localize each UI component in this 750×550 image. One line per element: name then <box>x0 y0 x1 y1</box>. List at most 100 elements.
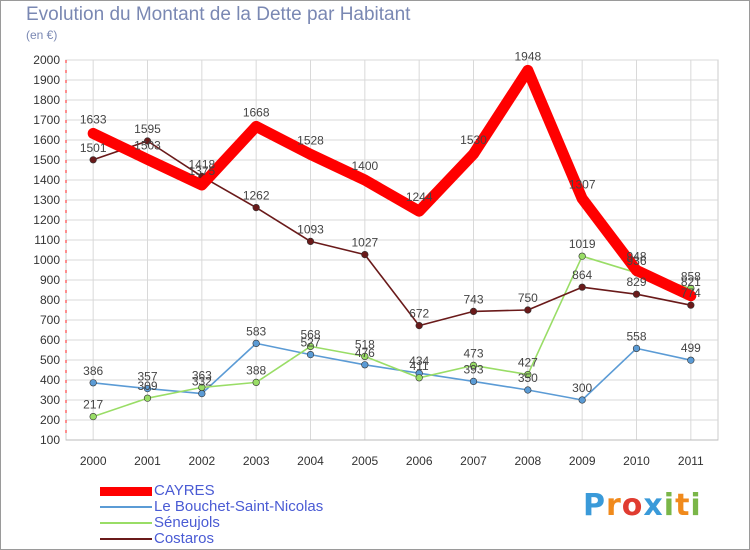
point-costaros-2006 <box>415 322 423 330</box>
proxiti-logo: Proxiti <box>583 488 702 523</box>
y-tick-label-400: 400 <box>40 373 60 387</box>
point-seneujols-2009 <box>578 252 586 260</box>
point-le-bouchet-saint-nicolas-2000 <box>89 379 97 387</box>
legend-swatch-cayres <box>100 486 152 496</box>
data-label-seneujols-2006: 411 <box>410 359 429 373</box>
y-tick-label-1400: 1400 <box>33 173 60 187</box>
point-cayres-2009 <box>577 193 588 204</box>
data-label-cayres-2011: 821 <box>681 275 701 289</box>
data-label-cayres-2000: 1633 <box>80 112 107 126</box>
axes: 100 200 300 400 500 600 700 800 900 1000 1100 1200 1… <box>33 53 718 468</box>
y-tick-label-1700: 1700 <box>33 113 60 127</box>
data-label-seneujols-2002: 363 <box>192 368 212 382</box>
data-label-cayres-2005: 1400 <box>351 159 378 173</box>
data-label-le-bouchet-saint-nicolas-2006: 434 <box>409 354 429 368</box>
point-le-bouchet-saint-nicolas-2002 <box>198 390 206 398</box>
logo-letter-0: P <box>583 488 606 523</box>
data-label-le-bouchet-saint-nicolas-2004: 527 <box>300 336 320 350</box>
data-label-le-bouchet-saint-nicolas-2008: 350 <box>518 371 538 385</box>
point-costaros-2001 <box>143 137 152 145</box>
y-tick-label-1000: 1000 <box>33 253 60 267</box>
point-le-bouchet-saint-nicolas-2004 <box>306 351 315 359</box>
data-label-seneujols-2004: 568 <box>300 327 320 341</box>
point-le-bouchet-saint-nicolas-2011 <box>687 356 695 364</box>
data-label-le-bouchet-saint-nicolas-2002: 332 <box>192 375 212 389</box>
y-tick-label-1100: 1100 <box>34 233 60 247</box>
data-label-cayres-2006: 1244 <box>406 190 433 204</box>
point-le-bouchet-saint-nicolas-2001 <box>143 385 152 393</box>
point-costaros-2007 <box>469 307 478 316</box>
series-line-le-bouchet-saint-nicolas <box>92 342 692 401</box>
data-label-cayres-2002: 1375 <box>188 164 215 178</box>
point-cayres-2007 <box>468 149 479 159</box>
data-label-cayres-2007: 1530 <box>460 133 487 147</box>
data-label-cayres-2001: 1503 <box>134 138 161 152</box>
data-label-seneujols-2010: 936 <box>626 254 646 268</box>
point-cayres-2006 <box>414 206 425 217</box>
legend-item-cayres: CAYRES <box>100 482 400 499</box>
y-tick-label-1900: 1900 <box>33 73 60 87</box>
series-line-seneujols <box>92 255 692 418</box>
y-tick-label-1300: 1300 <box>33 193 60 207</box>
y-tick-label-100: 100 <box>40 433 60 447</box>
data-label-costaros-2001: 1595 <box>134 122 161 136</box>
logo-letter-3: x <box>643 488 664 523</box>
series-lines <box>87 64 697 421</box>
point-seneujols-2001 <box>143 394 152 402</box>
x-tick-label-2000: 2000 <box>80 454 107 468</box>
data-labels: 1633 1503 1375 1668 1528 1400 1244 1530 1948 1307… <box>80 49 701 411</box>
point-costaros-2009 <box>578 283 586 291</box>
y-tick-label-800: 800 <box>40 293 60 307</box>
data-label-le-bouchet-saint-nicolas-2003: 583 <box>246 324 266 338</box>
point-seneujols-2007 <box>469 361 478 370</box>
logo-letter-5: t <box>675 488 691 523</box>
point-seneujols-2003 <box>252 378 260 387</box>
data-label-costaros-2009: 864 <box>572 268 592 282</box>
data-label-costaros-2005: 1027 <box>351 236 378 250</box>
point-le-bouchet-saint-nicolas-2005 <box>361 361 369 369</box>
y-tick-label-700: 700 <box>40 313 60 327</box>
point-cayres-2005 <box>359 175 370 185</box>
point-seneujols-2002 <box>198 383 206 392</box>
series-line-costaros <box>92 140 692 327</box>
data-label-le-bouchet-saint-nicolas-2007: 393 <box>463 362 483 376</box>
point-cayres-2004 <box>305 149 316 160</box>
legend-label-cayres: CAYRES <box>154 482 215 499</box>
legend-item-costaros: Costaros <box>100 530 400 547</box>
point-le-bouchet-saint-nicolas-2003 <box>252 339 260 348</box>
point-cayres-2010 <box>631 265 642 276</box>
legend-label-costaros: Costaros <box>154 530 215 547</box>
point-cayres-2003 <box>251 121 262 132</box>
y-tick-label-300: 300 <box>40 393 60 407</box>
point-seneujols-2000 <box>89 413 97 421</box>
data-label-seneujols-2005: 518 <box>355 337 375 351</box>
point-seneujols-2004 <box>306 342 315 351</box>
point-cayres-2000 <box>88 128 99 139</box>
point-seneujols-2006 <box>415 374 423 382</box>
logo-letter-1: r <box>606 488 622 523</box>
point-costaros-2004 <box>306 237 315 245</box>
point-costaros-2011 <box>687 301 695 309</box>
data-label-cayres-2008: 1948 <box>514 49 541 63</box>
x-tick-label-2007: 2007 <box>460 454 487 468</box>
data-label-costaros-2004: 1093 <box>297 222 324 236</box>
data-label-le-bouchet-saint-nicolas-2005: 476 <box>355 346 375 360</box>
point-le-bouchet-saint-nicolas-2009 <box>578 396 586 404</box>
data-label-costaros-2003: 1262 <box>243 189 270 203</box>
data-label-costaros-2000: 1501 <box>80 141 107 155</box>
data-label-seneujols-2009: 1019 <box>569 237 596 251</box>
logo-letter-2: o <box>621 488 644 523</box>
point-costaros-2010 <box>632 290 641 298</box>
legend-swatch-costaros <box>100 538 152 540</box>
legend-swatch-le-bouchet-saint-nicolas <box>100 506 152 508</box>
x-tick-label-2009: 2009 <box>569 454 596 468</box>
point-costaros-2003 <box>252 204 260 212</box>
point-cayres-2001 <box>142 154 153 165</box>
data-label-seneujols-2000: 217 <box>83 398 103 412</box>
point-seneujols-2005 <box>361 352 369 361</box>
data-label-le-bouchet-saint-nicolas-2000: 386 <box>83 364 103 378</box>
data-label-seneujols-2007: 473 <box>463 346 483 360</box>
legend-swatch-seneujols <box>100 522 152 524</box>
x-tick-label-2003: 2003 <box>243 454 270 468</box>
